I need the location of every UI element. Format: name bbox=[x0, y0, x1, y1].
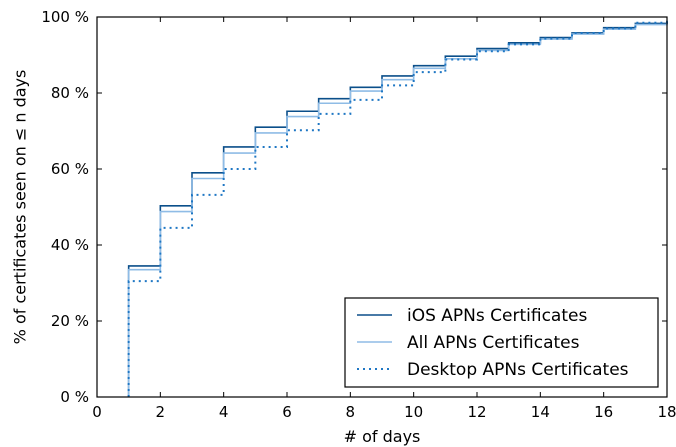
legend-label-3: Desktop APNs Certificates bbox=[407, 360, 629, 380]
y-tick-label: 40 % bbox=[51, 236, 89, 254]
y-tick-label: 100 % bbox=[41, 8, 89, 26]
plot-frame bbox=[96, 16, 668, 398]
legend: iOS APNs Certificates All APNs Certificat… bbox=[344, 297, 659, 388]
x-tick-label: 16 bbox=[594, 403, 613, 421]
x-tick-label: 2 bbox=[156, 403, 166, 421]
y-tick-label: 60 % bbox=[51, 160, 89, 178]
series-layer bbox=[127, 20, 668, 397]
x-tick-label: 8 bbox=[346, 403, 356, 421]
x-tick-label: 18 bbox=[657, 403, 676, 421]
series-line-1 bbox=[127, 20, 668, 397]
y-tick-label: 80 % bbox=[51, 84, 89, 102]
y-tick-label: 20 % bbox=[51, 312, 89, 330]
y-tick-label: 0 % bbox=[60, 388, 89, 406]
x-axis-label: # of days bbox=[344, 427, 421, 446]
legend-label-2: All APNs Certificates bbox=[407, 333, 580, 353]
series-line-2 bbox=[127, 20, 668, 397]
legend-box bbox=[344, 297, 659, 388]
x-tick-label: 10 bbox=[404, 403, 423, 421]
x-tick-label: 14 bbox=[531, 403, 550, 421]
ticks-layer: 0 2 4 6 8 10 12 14 16 18 0 % 20 % 40 % 60 % 80 % 100 % bbox=[41, 8, 676, 421]
x-tick-label: 0 bbox=[92, 403, 102, 421]
y-axis-label: % of certificates seen on ≤ n days bbox=[11, 70, 30, 345]
x-tick-label: 12 bbox=[467, 403, 486, 421]
x-tick-label: 4 bbox=[219, 403, 229, 421]
x-tick-label: 6 bbox=[282, 403, 292, 421]
legend-label-1: iOS APNs Certificates bbox=[407, 306, 587, 326]
